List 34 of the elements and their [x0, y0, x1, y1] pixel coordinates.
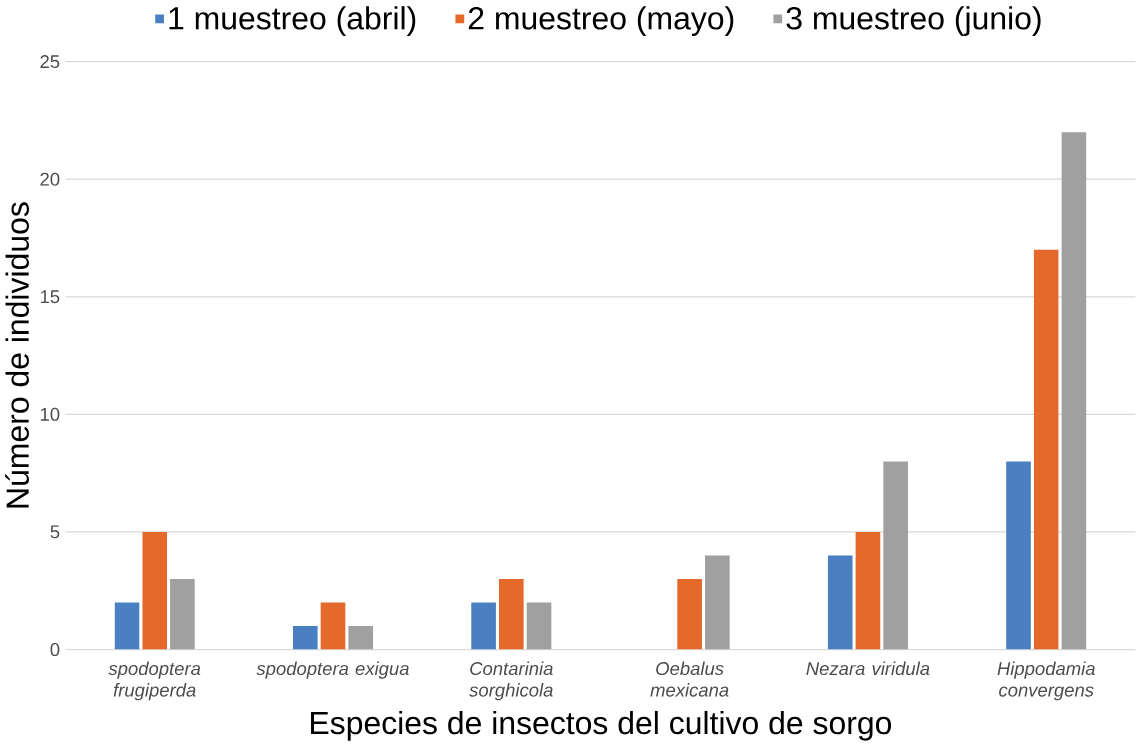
x-tick-label: Nezara viridula	[806, 661, 930, 676]
bar	[883, 461, 908, 650]
bar	[170, 579, 195, 650]
x-tick-label: spodoptera frugiperda	[108, 661, 201, 701]
y-axis-title: Número de individuos	[5, 202, 29, 508]
y-tick-label: 20	[40, 172, 60, 186]
bar	[292, 626, 318, 650]
bar	[855, 532, 881, 650]
bar	[1061, 132, 1087, 650]
bar	[320, 602, 346, 650]
bar	[142, 532, 167, 650]
x-tick-label: Contarinia sorghicola	[469, 661, 553, 701]
x-axis-title: Especies de insectos del cultivo de sorgo	[311, 711, 892, 741]
x-tick-label: Hippodamia convergens	[997, 661, 1095, 701]
bar	[471, 602, 496, 650]
bar	[498, 579, 524, 650]
y-tick-label: 25	[40, 55, 60, 69]
x-tick-label: spodoptera exigua	[256, 661, 409, 679]
bar	[1006, 461, 1031, 650]
y-tick-label: 0	[50, 643, 60, 657]
legend-label: 2 muestreo (mayo)	[468, 6, 734, 37]
bar	[677, 579, 702, 650]
y-tick-label: 15	[40, 290, 60, 304]
legend-label: 1 muestreo (abril)	[169, 6, 416, 37]
bar	[526, 602, 552, 650]
legend-label: 3 muestreo (junio)	[786, 6, 1041, 37]
bar	[114, 602, 140, 650]
bar	[827, 555, 853, 650]
bar	[1033, 249, 1059, 650]
bar	[705, 555, 730, 650]
x-tick-label: Oebalus mexicana	[650, 661, 729, 697]
y-tick-label: 10	[40, 407, 60, 421]
bar	[348, 626, 374, 650]
y-tick-label: 5	[50, 525, 60, 539]
